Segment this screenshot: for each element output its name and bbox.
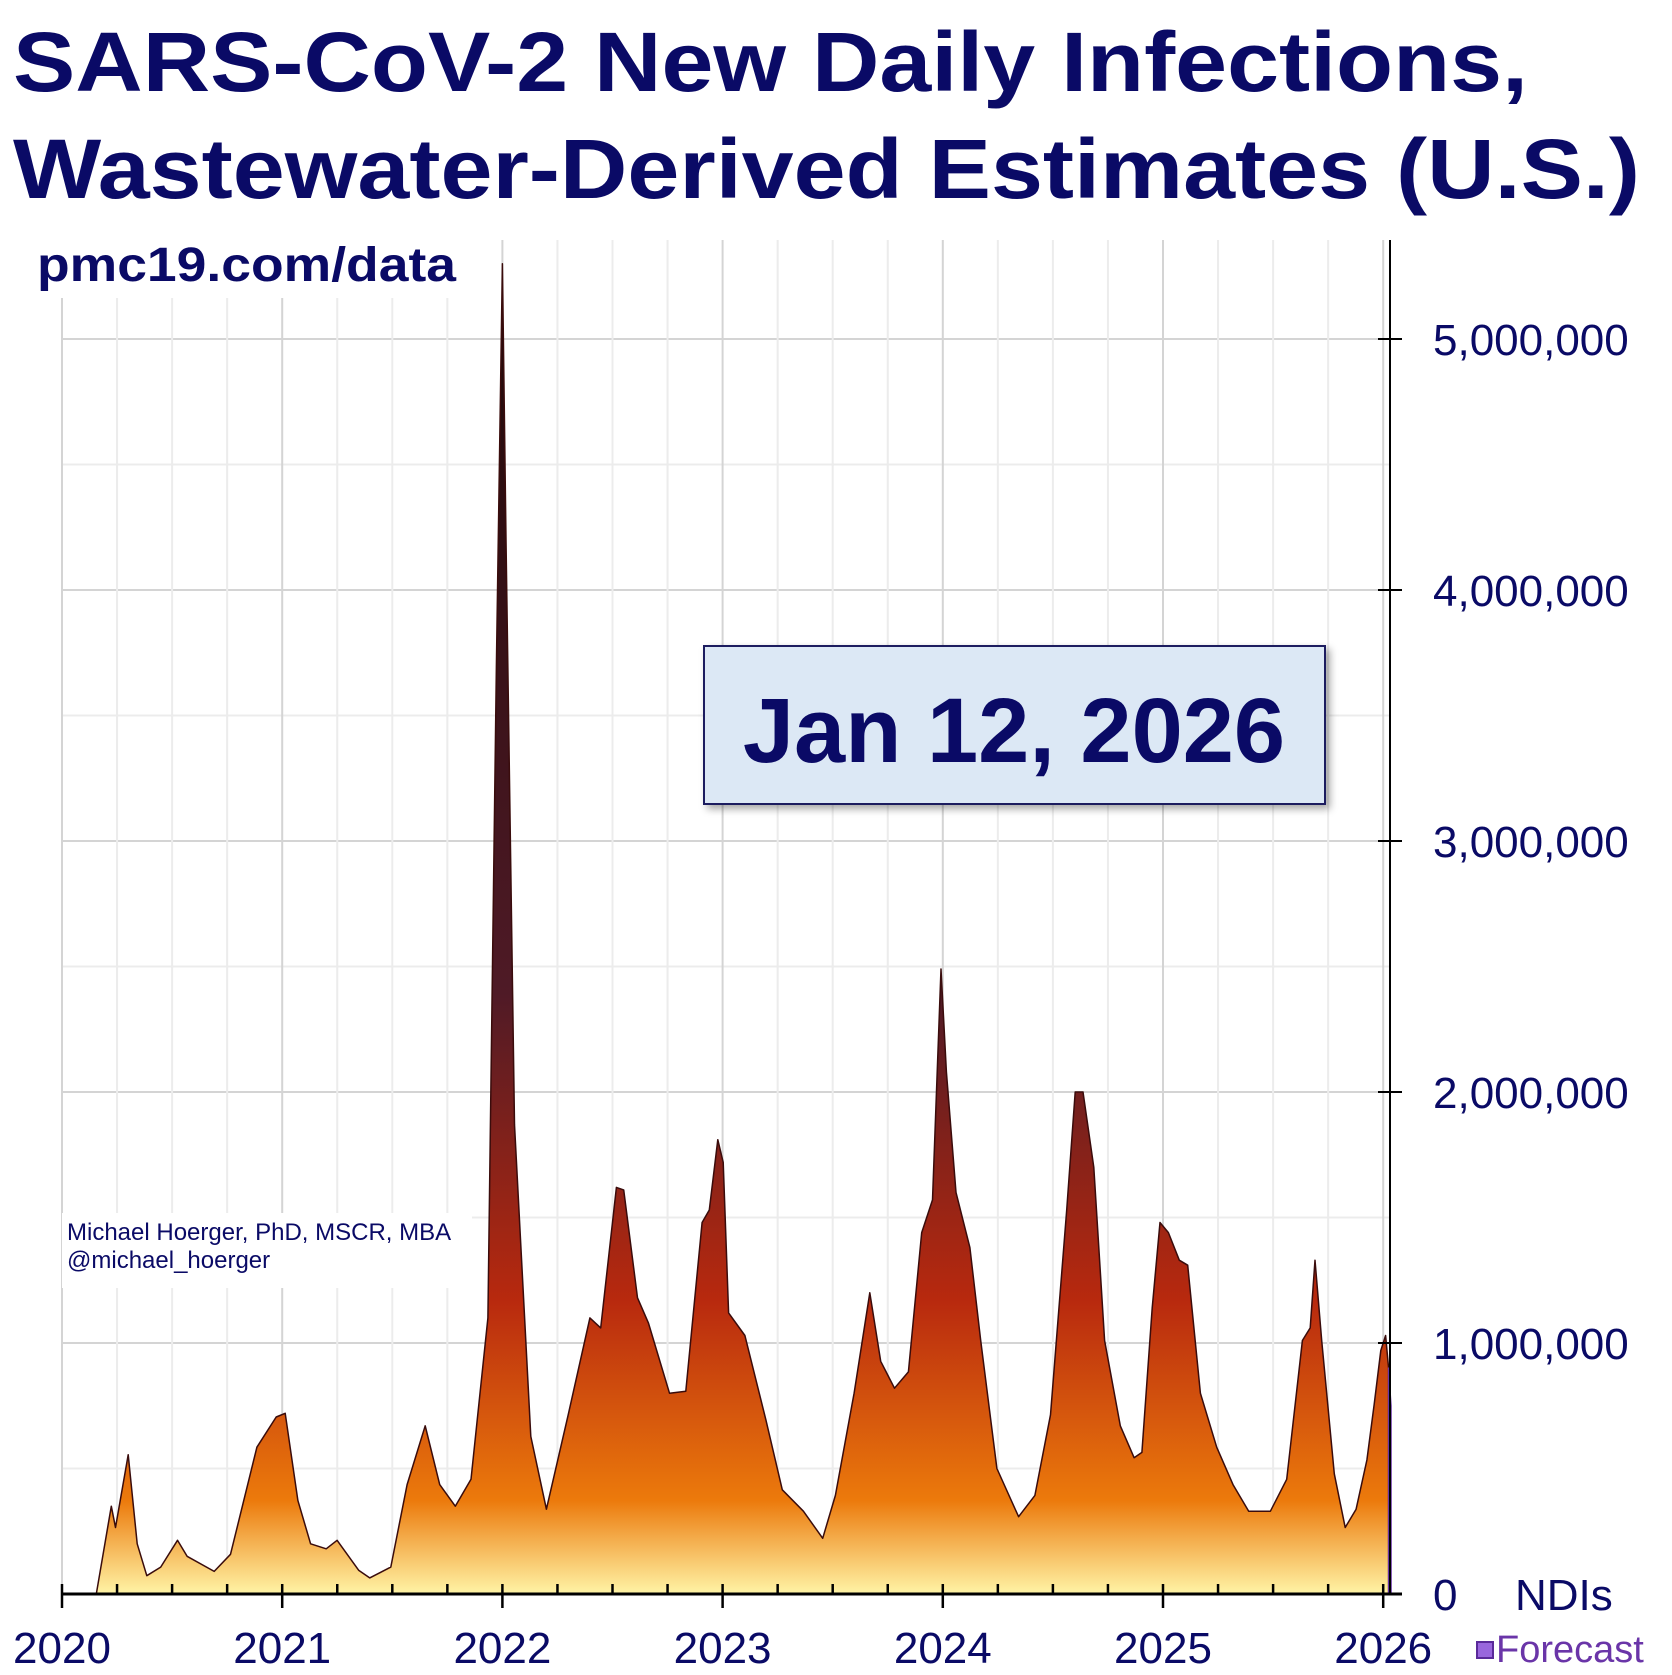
y-tick-label: 5,000,000 [1433, 316, 1629, 365]
source-label-bg [30, 238, 462, 298]
forecast-legend-swatch [1476, 1641, 1494, 1659]
area-series [95, 262, 1392, 1595]
date-box [703, 645, 1326, 805]
forecast-legend-label: Forecast [1496, 1629, 1644, 1671]
x-tick-label: 2022 [453, 1624, 551, 1673]
chart-title: SARS-CoV-2 New Daily Infections, [13, 15, 1528, 109]
date-label: Jan 12, 2026 [743, 680, 1285, 782]
attribution-bg [62, 1213, 472, 1288]
x-tick-label: 2026 [1334, 1624, 1432, 1673]
y-tick-label: 2,000,000 [1433, 1069, 1629, 1118]
x-tick-label: 2025 [1114, 1624, 1212, 1673]
attribution-name: Michael Hoerger, PhD, MSCR, MBA [67, 1219, 451, 1246]
y-tick-label: 4,000,000 [1433, 567, 1629, 616]
y-axis-label: NDIs [1515, 1571, 1613, 1620]
y-tick-label: 0 [1433, 1571, 1457, 1620]
x-tick-label: 2024 [894, 1624, 992, 1673]
attribution-handle: @michael_hoerger [67, 1247, 270, 1274]
x-tick-label: 2021 [233, 1624, 331, 1673]
chart-subtitle: Wastewater-Derived Estimates (U.S.) [13, 122, 1640, 216]
x-tick-label: 2020 [13, 1624, 111, 1673]
source-label: pmc19.com/data [37, 239, 456, 292]
estimate-area [95, 262, 1390, 1595]
y-tick-label: 3,000,000 [1433, 818, 1629, 867]
y-tick-label: 1,000,000 [1433, 1320, 1629, 1369]
x-tick-label: 2023 [674, 1624, 772, 1673]
